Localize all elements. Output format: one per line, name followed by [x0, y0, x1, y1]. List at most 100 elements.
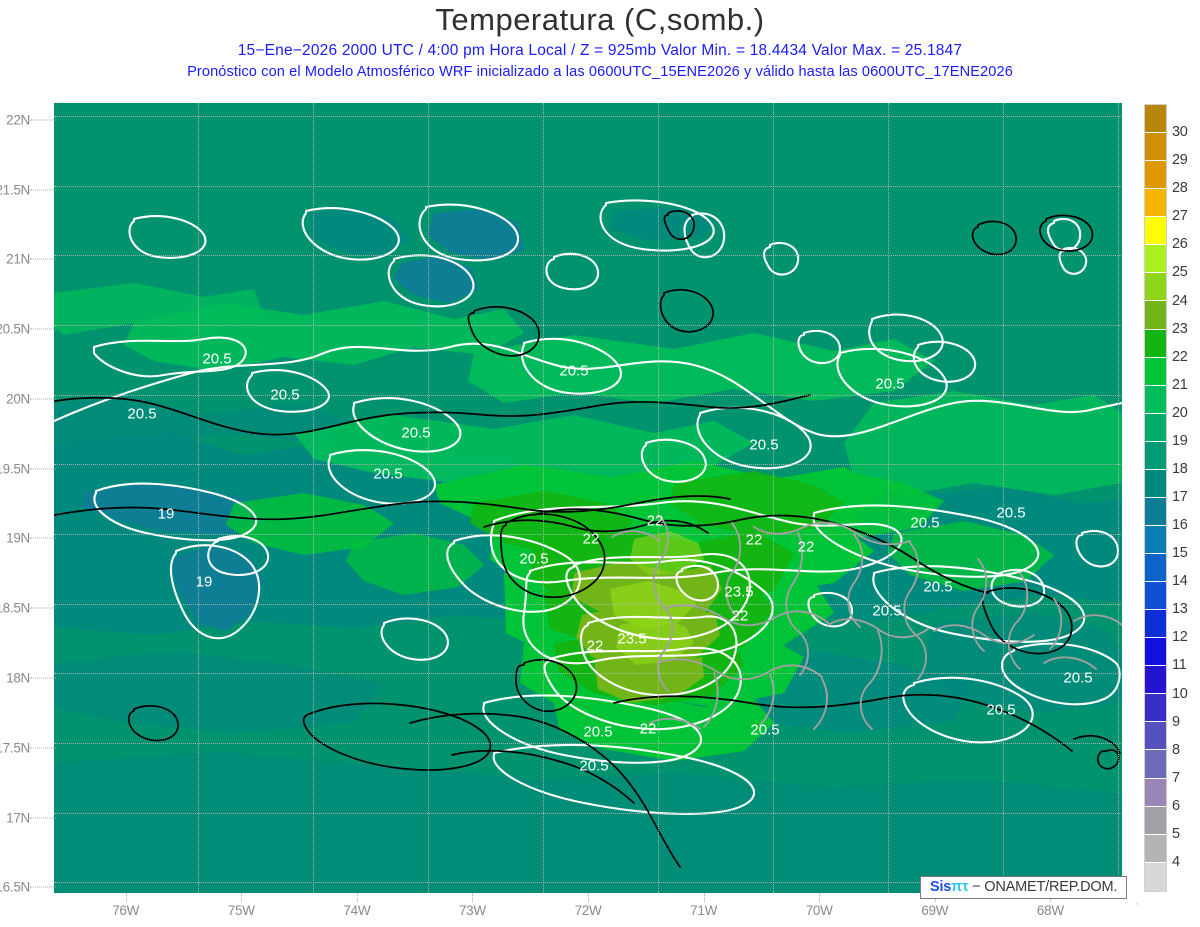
colorbar-tick-label: 20 — [1172, 404, 1188, 421]
x-axis-tick-label: 68W — [1036, 903, 1064, 918]
y-axis-tick-label: 21N — [6, 251, 30, 267]
y-axis-tick-label: 16.5N — [0, 879, 30, 895]
gridline-horizontal — [54, 673, 1122, 674]
page-title: Temperatura (C,somb.) — [435, 2, 765, 37]
colorbar-swatch-11 — [1145, 666, 1166, 695]
colorbar-tick-label: 29 — [1172, 152, 1188, 169]
gridline-horizontal — [54, 255, 1122, 256]
gridline-horizontal — [54, 116, 1122, 117]
colorbar-swatch-26 — [1145, 245, 1166, 274]
colorbar-tick-label: 23 — [1172, 320, 1188, 337]
corner-mark: · — [1135, 898, 1139, 910]
colorbar-swatch-19 — [1145, 441, 1166, 470]
y-axis-tick-mark — [30, 607, 56, 609]
colorbar-tick-label: 21 — [1172, 376, 1188, 393]
colorbar-tick-label: 28 — [1172, 180, 1188, 197]
map-plot-area[interactable]: 20.5 20.5 20.5 20.5 20.5 20.5 20.5 20.5 19 19 20.5… — [54, 103, 1122, 893]
temperature-colorbar[interactable] — [1144, 104, 1167, 892]
colorbar-swatch-15 — [1145, 554, 1166, 583]
y-axis-tick-mark — [30, 119, 56, 121]
colorbar-tick-label: 4 — [1172, 853, 1180, 870]
colorbar-swatch-31 — [1145, 105, 1166, 134]
colorbar-swatch-22 — [1145, 357, 1166, 386]
gridline-horizontal — [54, 813, 1122, 814]
colorbar-tick-label: 15 — [1172, 545, 1188, 562]
colorbar-tick-label: 13 — [1172, 601, 1188, 618]
colorbar-swatch-28 — [1145, 189, 1166, 218]
gridline-vertical — [428, 103, 429, 893]
colorbar-tick-label: 25 — [1172, 264, 1188, 281]
y-axis-tick-mark — [30, 677, 56, 679]
colorbar-tick-label: 27 — [1172, 208, 1188, 225]
gridline-vertical — [888, 103, 889, 893]
colorbar-tick-label: 9 — [1172, 713, 1180, 730]
x-axis-tick-label: 75W — [227, 903, 255, 918]
gridline-horizontal — [54, 186, 1122, 187]
y-axis-tick-label: 20N — [6, 391, 30, 407]
colorbar-tick-label: 30 — [1172, 124, 1188, 141]
colorbar-swatch-16 — [1145, 525, 1166, 554]
y-axis-tick-mark — [30, 398, 56, 400]
y-axis-tick-mark — [30, 468, 56, 470]
gridline-vertical — [313, 103, 314, 893]
y-axis-tick-label: 17.5N — [0, 740, 30, 756]
colorbar-swatch-7 — [1145, 778, 1166, 807]
colorbar-swatch-4 — [1145, 862, 1166, 891]
gridline-vertical — [1003, 103, 1004, 893]
colorbar-swatch-6 — [1145, 806, 1166, 835]
y-axis-tick-label: 19N — [6, 530, 30, 546]
x-axis-tick-mark — [125, 893, 127, 902]
gridline-vertical — [773, 103, 774, 893]
y-axis-tick-label: 19.5N — [0, 461, 30, 477]
x-axis-tick-label: 74W — [343, 903, 371, 918]
colorbar-tick-label: 12 — [1172, 629, 1188, 646]
gridline-vertical — [198, 103, 199, 893]
colorbar-swatch-13 — [1145, 610, 1166, 639]
logo-tt-text: πτ — [951, 879, 969, 895]
logo-sis-text: Sis — [930, 879, 952, 895]
gridline-horizontal — [54, 604, 1122, 605]
attribution-logo: Sisπτ − ONAMET/REP.DOM. — [920, 876, 1128, 899]
colorbar-swatch-20 — [1145, 413, 1166, 442]
x-axis-tick-label: 73W — [458, 903, 486, 918]
x-axis-tick-mark — [356, 893, 358, 902]
gridline-horizontal — [54, 395, 1122, 396]
y-axis-tick-label: 22N — [6, 112, 30, 128]
x-axis-tick-label: 76W — [112, 903, 140, 918]
colorbar-tick-label: 14 — [1172, 573, 1188, 590]
colorbar-swatch-8 — [1145, 750, 1166, 779]
colorbar-tick-label: 26 — [1172, 236, 1188, 253]
colorbar-swatch-18 — [1145, 469, 1166, 498]
y-axis-tick-mark — [30, 189, 56, 191]
colorbar-swatch-14 — [1145, 582, 1166, 611]
colorbar-tick-label: 5 — [1172, 825, 1180, 842]
colorbar-swatch-24 — [1145, 301, 1166, 330]
colorbar-swatch-27 — [1145, 217, 1166, 246]
colorbar-tick-label: 17 — [1172, 489, 1188, 505]
colorbar-tick-label: 19 — [1172, 432, 1188, 449]
colorbar-swatch-12 — [1145, 638, 1166, 667]
colorbar-tick-label: 10 — [1172, 685, 1188, 702]
colorbar-tick-label: 22 — [1172, 348, 1188, 365]
y-axis-tick-label: 17N — [6, 810, 30, 826]
model-description-line: Pronóstico con el Modelo Atmosférico WRF… — [187, 64, 1013, 80]
y-axis-tick-label: 18N — [6, 670, 30, 686]
y-axis-tick-mark — [30, 747, 56, 749]
colorbar-swatch-30 — [1145, 133, 1166, 162]
x-axis-tick-mark — [241, 893, 243, 902]
y-axis-tick-mark — [30, 537, 56, 539]
colorbar-tick-label: 16 — [1172, 517, 1188, 534]
gridline-horizontal — [54, 743, 1122, 744]
colorbar-swatch-10 — [1145, 694, 1166, 723]
y-axis-tick-mark — [30, 258, 56, 260]
x-axis-tick-mark — [472, 893, 474, 902]
colorbar-swatch-17 — [1145, 497, 1166, 526]
colorbar-swatch-29 — [1145, 161, 1166, 190]
gridline-horizontal — [54, 464, 1122, 465]
x-axis-tick-label: 71W — [690, 903, 718, 918]
colorbar-swatch-21 — [1145, 385, 1166, 414]
gridline-vertical — [658, 103, 659, 893]
y-axis-tick-mark — [30, 817, 56, 819]
temperature-shading-canvas — [54, 103, 1122, 893]
x-axis-tick-mark — [588, 893, 589, 902]
